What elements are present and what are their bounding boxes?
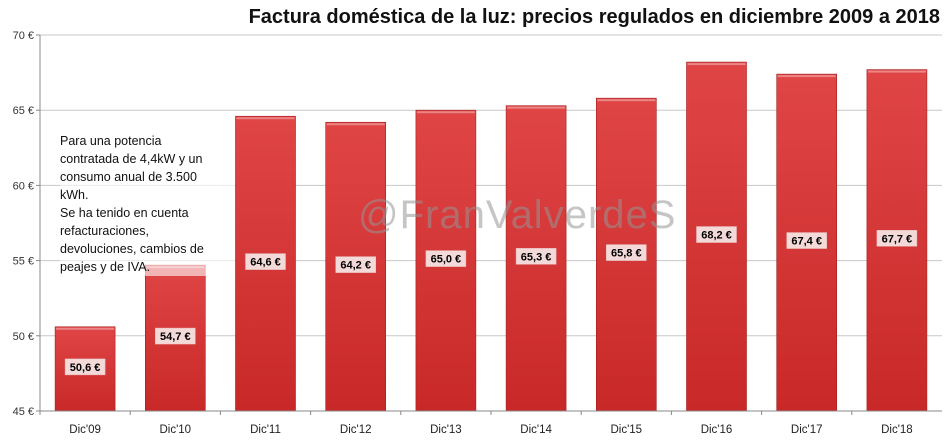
bar-highlight — [597, 99, 656, 102]
value-label: 67,7 € — [882, 233, 913, 245]
author-watermark: @FranValverdeS — [358, 193, 677, 237]
x-tick-label: Dic'09 — [69, 424, 101, 436]
value-label-bg — [786, 232, 827, 249]
y-tick-label: 45 € — [13, 406, 34, 418]
value-label: 64,6 € — [250, 257, 281, 269]
y-tick-label: 50 € — [13, 331, 34, 343]
annotation-line: peajes y de IVA. — [60, 260, 151, 274]
value-label: 64,2 € — [340, 260, 371, 272]
x-tick-label: Dic'13 — [430, 424, 462, 436]
value-label: 65,3 € — [521, 251, 552, 263]
bar-highlight — [687, 63, 746, 66]
chart-title: Factura doméstica de la luz: precios reg… — [248, 6, 940, 28]
chart-annotation: Para una potencia contratada de 4,4kW y … — [60, 132, 235, 276]
x-tick-label: Dic'12 — [340, 424, 372, 436]
bar-highlight — [507, 106, 566, 109]
value-label: 68,2 € — [701, 230, 732, 242]
value-label-bg — [155, 327, 196, 345]
value-label-bg — [335, 256, 376, 273]
bar-highlight — [777, 75, 836, 78]
bar-highlight — [416, 111, 475, 114]
value-label: 65,0 € — [431, 254, 462, 266]
x-tick-label: Dic'16 — [701, 424, 733, 436]
value-label: 50,6 € — [70, 362, 101, 374]
value-label: 54,7 € — [160, 331, 191, 343]
annotation-line: kWh. — [60, 188, 89, 202]
value-label-bg — [425, 250, 467, 267]
y-tick-label: 60 € — [13, 180, 34, 192]
value-label-bg — [696, 226, 737, 243]
bar-highlight — [326, 123, 385, 126]
annotation-line: Para una potencia — [60, 134, 162, 148]
value-label-bg — [64, 358, 106, 376]
value-label: 67,4 € — [791, 236, 822, 248]
annotation-line: refacturaciones, — [60, 224, 149, 238]
annotation-line: consumo anual de 3.500 — [60, 170, 197, 184]
value-label-bg — [876, 230, 918, 247]
annotation-line: contratada de 4,4kW y un — [60, 152, 203, 166]
x-tick-label: Dic'18 — [881, 424, 913, 436]
value-label-bg — [606, 244, 647, 261]
bar-highlight — [867, 70, 926, 73]
value-label: 65,8 € — [611, 248, 642, 260]
x-tick-label: Dic'17 — [791, 424, 823, 436]
bar-highlight — [56, 327, 115, 330]
value-label-bg — [245, 253, 286, 270]
y-tick-label: 70 € — [13, 30, 34, 42]
annotation-line: devoluciones, cambios de — [60, 242, 204, 256]
bar-highlight — [236, 117, 295, 120]
value-label-bg — [515, 248, 557, 265]
y-tick-label: 55 € — [13, 256, 34, 268]
x-tick-label: Dic'10 — [159, 424, 191, 436]
annotation-line: Se ha tenido en cuenta — [60, 206, 189, 220]
x-tick-label: Dic'14 — [520, 424, 552, 436]
y-tick-label: 65 € — [13, 105, 34, 117]
x-tick-label: Dic'11 — [250, 424, 281, 436]
x-tick-label: Dic'15 — [610, 424, 642, 436]
